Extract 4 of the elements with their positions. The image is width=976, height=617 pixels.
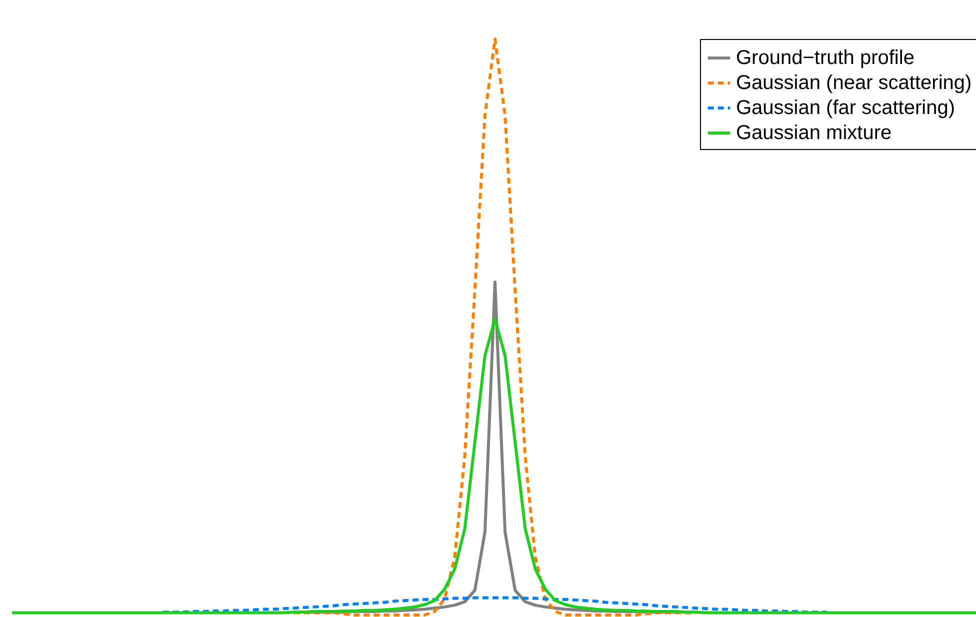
- legend-label: Gaussian (near scattering): [736, 72, 972, 94]
- legend-label: Ground−truth profile: [736, 47, 914, 69]
- legend-label: Gaussian (far scattering): [736, 97, 955, 119]
- legend-label: Gaussian mixture: [736, 122, 892, 144]
